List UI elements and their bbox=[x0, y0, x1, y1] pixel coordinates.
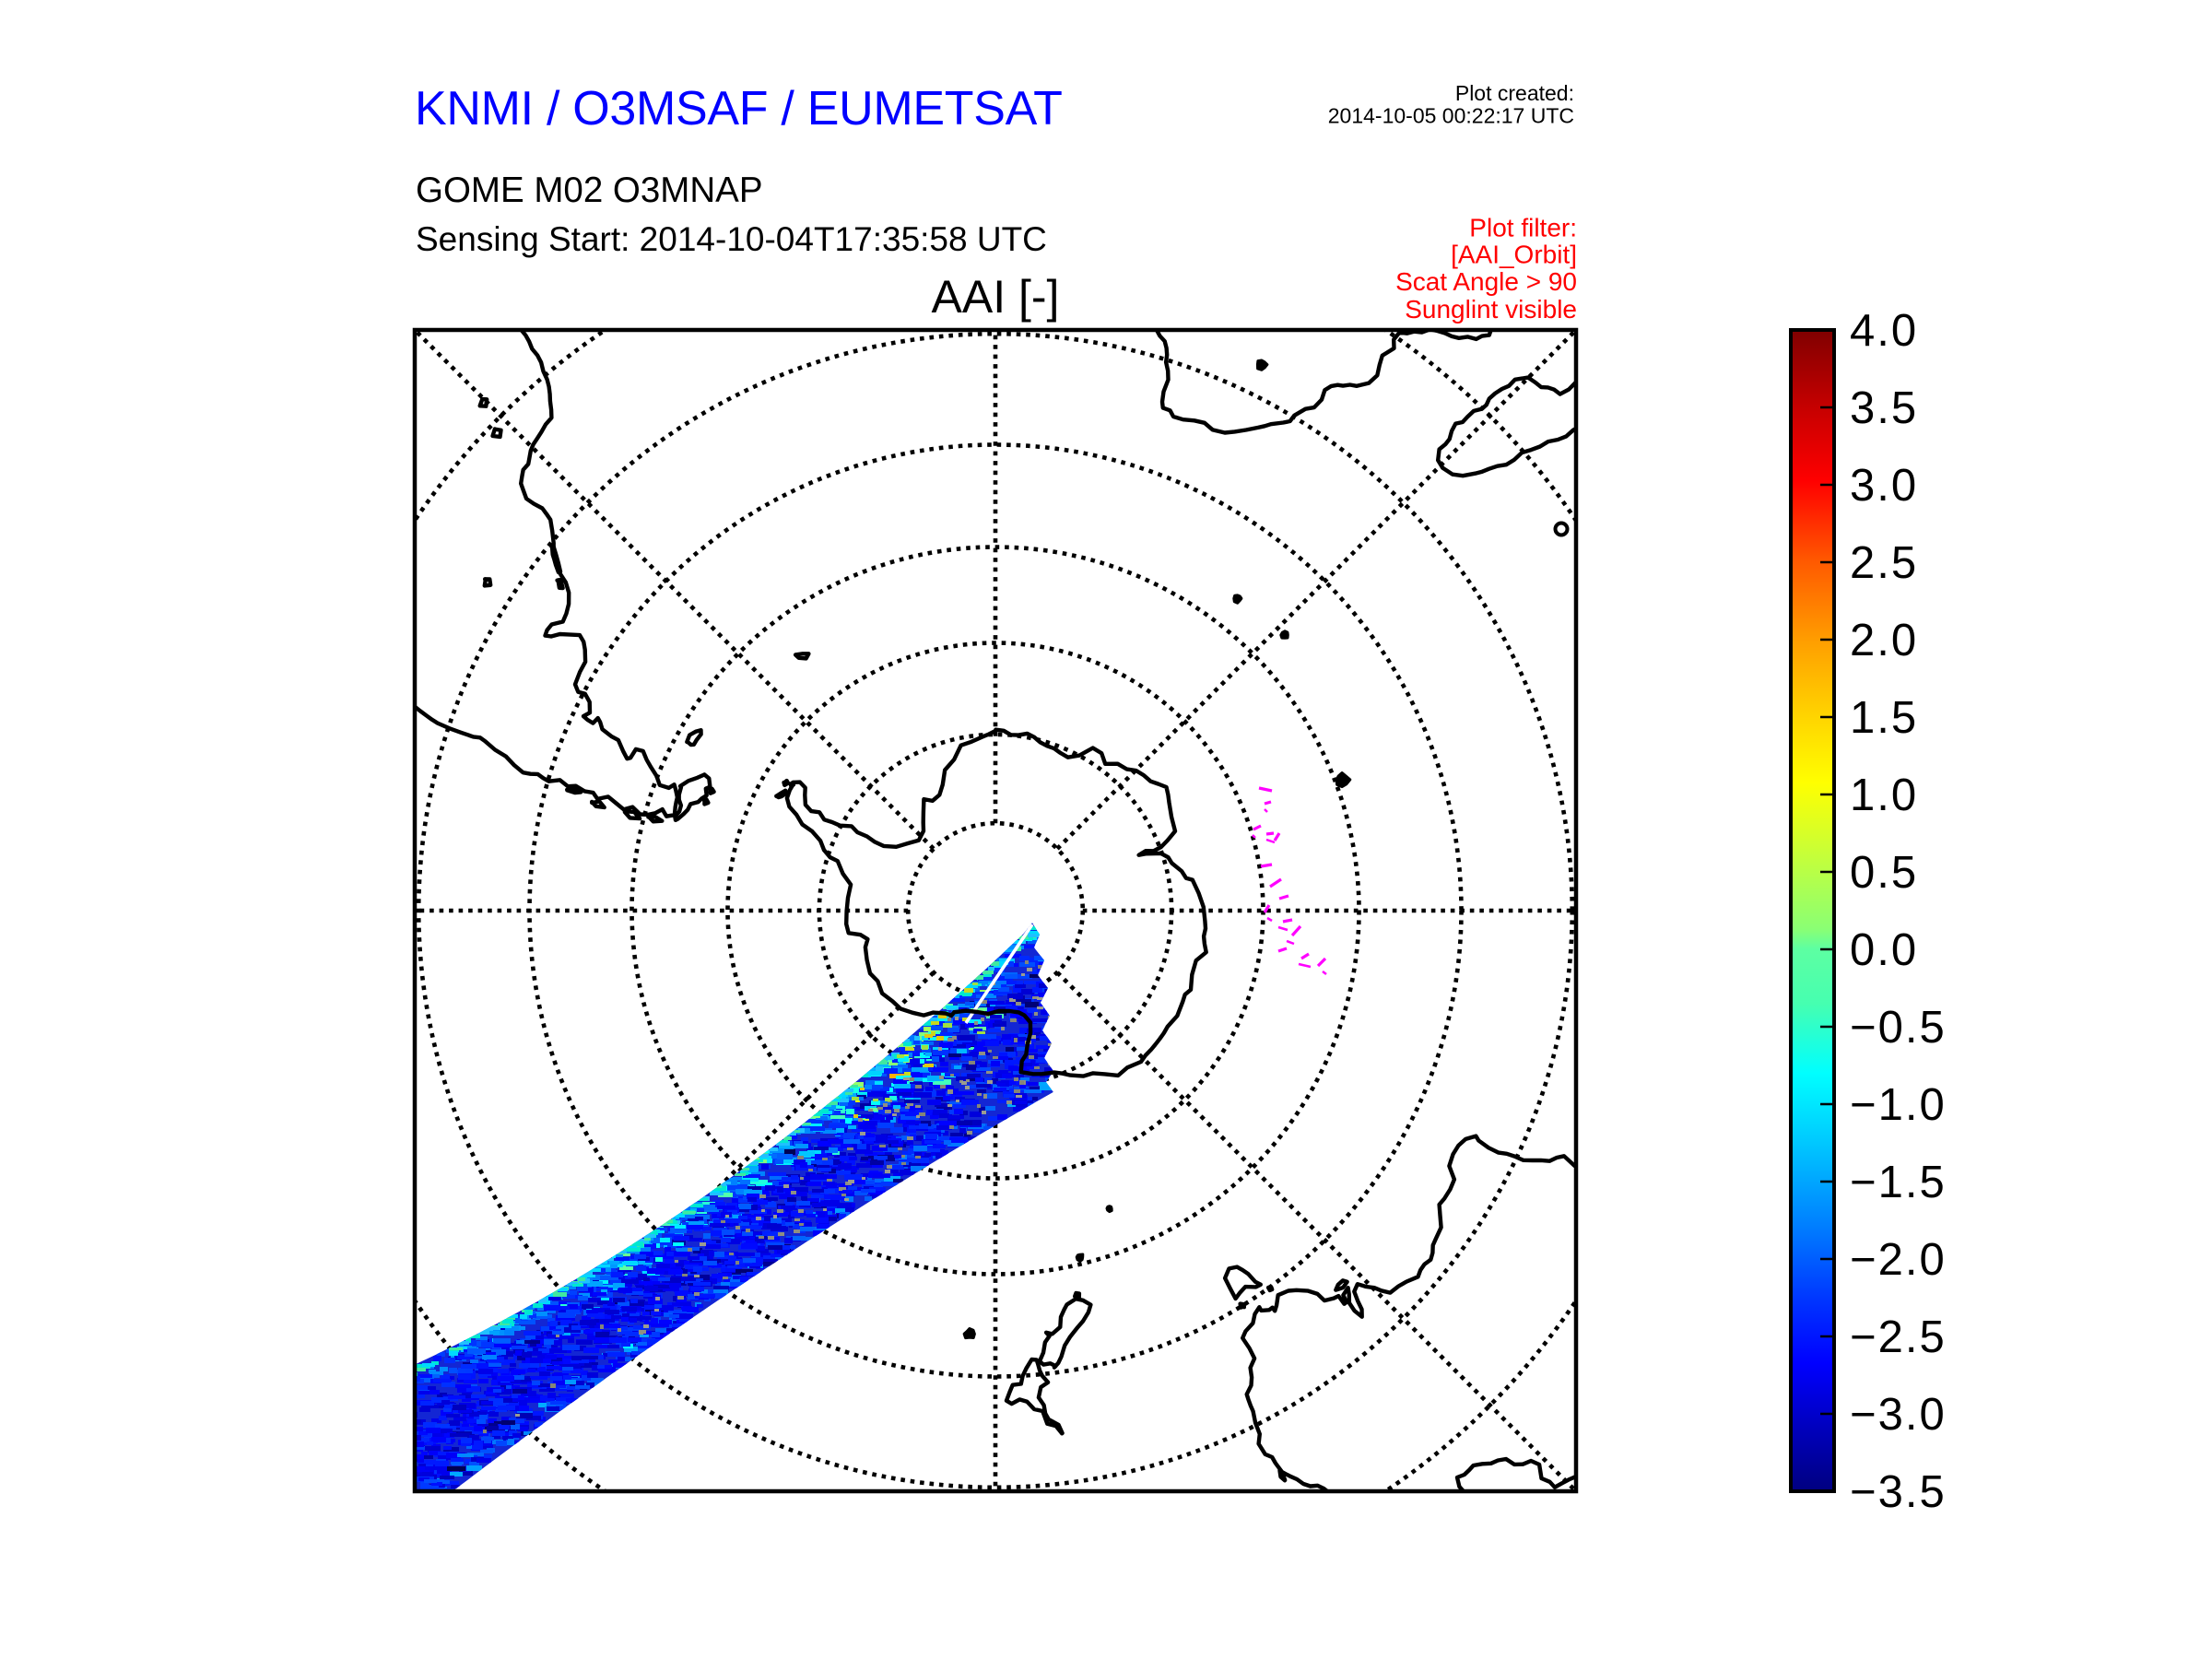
svg-text:GOME M02 O3MNAP: GOME M02 O3MNAP bbox=[416, 171, 763, 210]
svg-text:Sensing Start: 2014-10-04T17:3: Sensing Start: 2014-10-04T17:35:58 UTC bbox=[416, 220, 1047, 258]
svg-text:0.0: 0.0 bbox=[1850, 925, 1918, 975]
svg-text:0.5: 0.5 bbox=[1850, 848, 1918, 898]
svg-text:[AAI_Orbit]: [AAI_Orbit] bbox=[1451, 241, 1577, 269]
svg-text:AAI [-]: AAI [-] bbox=[932, 271, 1060, 323]
svg-text:KNMI / O3MSAF / EUMETSAT: KNMI / O3MSAF / EUMETSAT bbox=[415, 82, 1063, 135]
svg-text:Scat Angle > 90: Scat Angle > 90 bbox=[1395, 267, 1577, 296]
svg-text:−2.5: −2.5 bbox=[1850, 1312, 1947, 1362]
svg-text:1.0: 1.0 bbox=[1850, 771, 1918, 820]
svg-text:−2.0: −2.0 bbox=[1850, 1235, 1947, 1285]
svg-text:−0.5: −0.5 bbox=[1850, 1003, 1947, 1053]
svg-text:3.5: 3.5 bbox=[1850, 383, 1918, 433]
svg-text:4.0: 4.0 bbox=[1850, 306, 1918, 356]
svg-text:−3.5: −3.5 bbox=[1850, 1467, 1947, 1517]
svg-text:2.0: 2.0 bbox=[1850, 616, 1918, 665]
svg-text:Sunglint visible: Sunglint visible bbox=[1405, 295, 1577, 324]
svg-text:−3.0: −3.0 bbox=[1850, 1390, 1947, 1440]
svg-text:Plot filter:: Plot filter: bbox=[1469, 214, 1577, 242]
svg-text:3.0: 3.0 bbox=[1850, 461, 1918, 511]
svg-text:−1.5: −1.5 bbox=[1850, 1158, 1947, 1207]
svg-text:1.5: 1.5 bbox=[1850, 693, 1918, 743]
svg-text:−1.0: −1.0 bbox=[1850, 1080, 1947, 1130]
svg-text:2.5: 2.5 bbox=[1850, 538, 1918, 588]
svg-text:2014-10-05 00:22:17 UTC: 2014-10-05 00:22:17 UTC bbox=[1328, 103, 1574, 127]
svg-text:Plot created:: Plot created: bbox=[1455, 81, 1574, 105]
